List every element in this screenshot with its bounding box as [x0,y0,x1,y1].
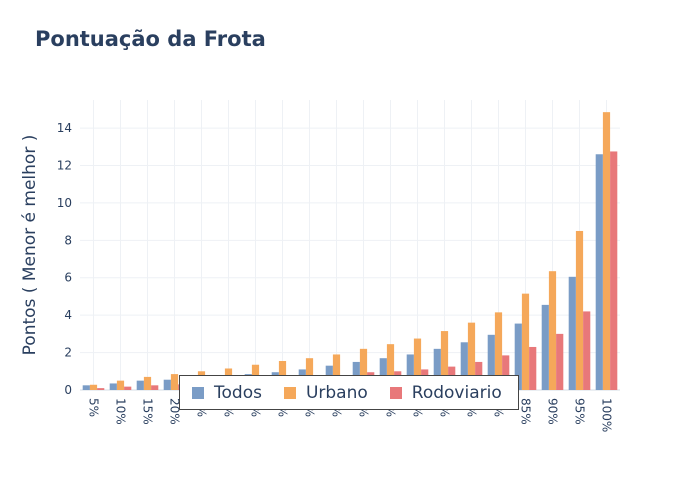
legend-swatch-rodoviario [389,386,402,399]
bar-todos[interactable] [595,154,603,390]
y-axis-label: Pontos ( Menor é melhor ) [20,135,40,356]
x-tick-label: 15% [141,398,155,425]
legend: Todos Urbano Rodoviario [179,375,519,410]
gridlines [80,100,620,391]
bar-urbano[interactable] [143,376,152,390]
chart-title: Pontuação da Frota [35,27,266,51]
bar-rodoviario[interactable] [583,311,591,390]
x-tick-label: 90% [546,398,560,425]
bar-todos[interactable] [433,348,441,390]
bar-rodoviario[interactable] [556,333,564,390]
bar-rodoviario[interactable] [502,355,510,390]
y-tick-label: 8 [64,233,72,247]
bar-urbano[interactable] [467,322,476,390]
bar-urbano[interactable] [494,312,503,390]
x-tick-label: 85% [519,398,533,425]
bar-urbano[interactable] [521,293,530,390]
bar-urbano[interactable] [359,348,368,390]
bar-urbano[interactable] [548,271,557,390]
bar-urbano[interactable] [386,344,395,390]
legend-item-rodoviario[interactable]: Rodoviario [389,382,502,403]
y-tick-label: 14 [57,121,72,135]
bar-todos[interactable] [406,354,414,390]
y-tick-label: 2 [64,346,72,360]
bar-rodoviario[interactable] [151,385,159,390]
bar-todos[interactable] [568,276,576,390]
y-tick-label: 10 [57,196,72,210]
y-tick-label: 4 [64,308,72,322]
bar-rodoviario[interactable] [124,386,132,390]
bar-todos[interactable] [541,304,549,390]
bar-urbano[interactable] [116,380,125,390]
x-tick-label: 100% [600,398,614,432]
y-tick-label: 0 [64,383,72,397]
legend-label-urbano: Urbano [305,382,368,403]
bar-urbano[interactable] [332,354,341,390]
bar-rodoviario[interactable] [529,346,537,390]
bar-urbano[interactable] [575,230,584,390]
legend-swatch-urbano [283,386,296,399]
x-tick-label: 20% [168,398,182,425]
x-tick-label: 5% [87,398,101,417]
legend-item-urbano[interactable]: Urbano [283,382,368,403]
y-tick-label: 6 [64,271,72,285]
legend-label-todos: Todos [214,382,262,403]
bar-urbano[interactable] [440,331,449,390]
bar-rodoviario[interactable] [97,388,105,390]
bar-urbano[interactable] [602,112,611,391]
bar-urbano[interactable] [305,358,314,390]
bar-urbano[interactable] [89,384,98,390]
bar-urbano[interactable] [170,374,179,390]
bars [82,112,618,391]
bar-rodoviario[interactable] [610,151,618,390]
bar-todos[interactable] [379,358,387,390]
bar-todos[interactable] [460,342,468,390]
bar-todos[interactable] [487,334,495,390]
y-tick-label: 12 [57,158,72,172]
x-tick-label: 95% [573,398,587,425]
x-tick-label: 10% [114,398,128,425]
bar-todos[interactable] [82,385,90,390]
legend-label-rodoviario: Rodoviario [411,382,502,403]
y-tick-labels: 0 2 4 6 8 10 12 14 [57,121,72,397]
bar-todos[interactable] [163,379,171,390]
bar-todos[interactable] [109,383,117,390]
bar-urbano[interactable] [413,338,422,390]
legend-swatch-todos [192,386,204,399]
bar-todos[interactable] [136,380,144,390]
bar-todos[interactable] [514,323,522,390]
legend-item-todos[interactable]: Todos [192,383,262,403]
